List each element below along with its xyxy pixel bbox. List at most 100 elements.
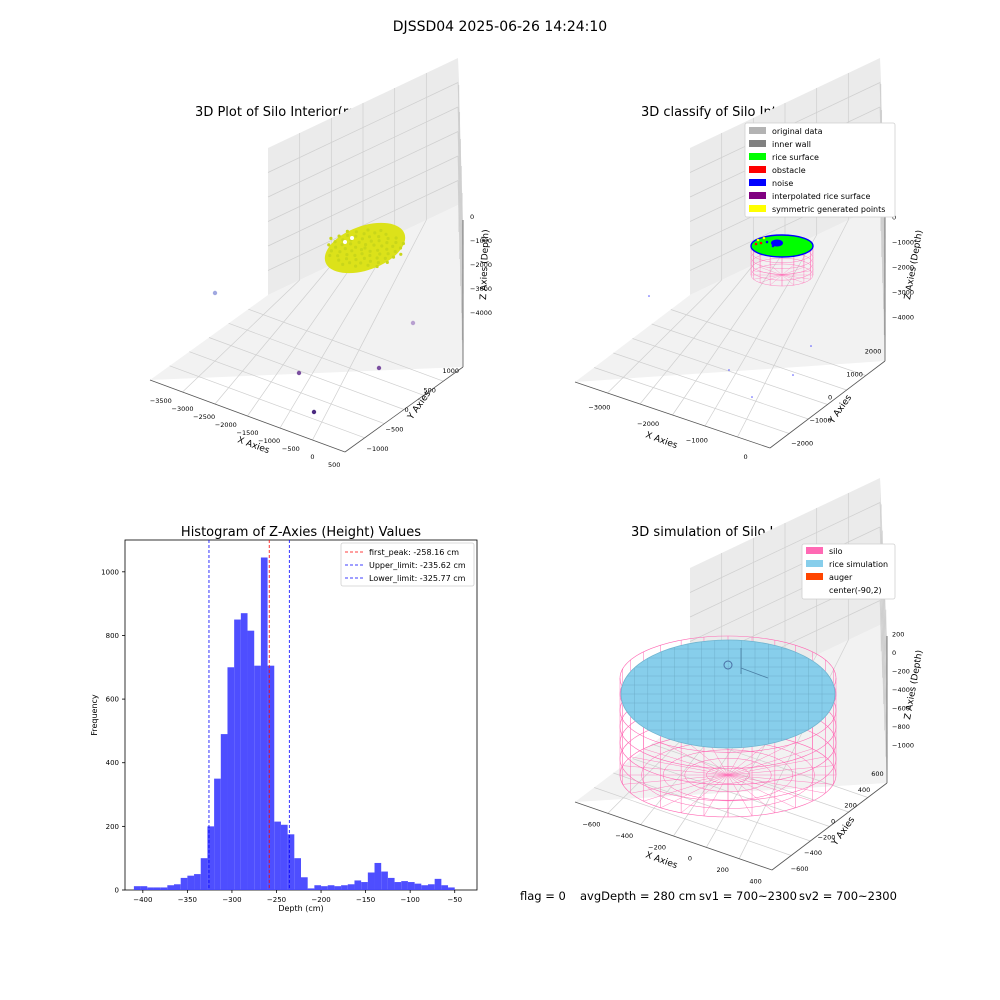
silo-spoke bbox=[727, 765, 834, 776]
raw-point bbox=[366, 263, 370, 267]
raw-3d-z-ticks: 0 −1000 −2000 −3000 −4000 bbox=[470, 213, 492, 317]
tick-label: −600 bbox=[582, 821, 600, 829]
raw-point bbox=[385, 260, 389, 264]
histogram-bar bbox=[347, 884, 355, 890]
raw-point bbox=[386, 236, 390, 241]
simulation-rice-surface bbox=[620, 639, 836, 749]
silo-spoke bbox=[622, 765, 729, 776]
histogram-bar bbox=[200, 858, 208, 890]
classify-3d-z-ticks: 0 −1000 −2000 −3000 −4000 bbox=[892, 214, 914, 322]
grid-line bbox=[651, 743, 849, 813]
legend-swatch bbox=[749, 192, 766, 199]
axis-line bbox=[769, 360, 886, 449]
legend-swatch bbox=[749, 205, 766, 212]
silo-spoke bbox=[760, 267, 783, 276]
grid-line bbox=[651, 323, 847, 391]
tick-label: −1000 bbox=[258, 437, 280, 445]
histogram-bar bbox=[407, 882, 415, 890]
tick-label: 600 bbox=[871, 770, 883, 778]
tick-label: −2500 bbox=[193, 413, 215, 421]
raw-point bbox=[333, 240, 337, 244]
raw-point bbox=[348, 261, 352, 265]
y-tick-label: 200 bbox=[106, 823, 119, 831]
silo-spoke bbox=[781, 274, 811, 280]
legend-box bbox=[744, 122, 896, 218]
raw-point bbox=[353, 253, 357, 257]
raw-point bbox=[372, 243, 376, 247]
silo-spoke bbox=[760, 274, 783, 283]
histogram-bar bbox=[367, 872, 375, 890]
figure-suptitle: DJSSD04 2025-06-26 14:24:10 bbox=[393, 19, 607, 35]
noise-point bbox=[751, 396, 753, 398]
raw-point bbox=[377, 239, 381, 243]
tick-label: 2000 bbox=[865, 348, 882, 356]
silo-spoke bbox=[770, 274, 783, 286]
tick-label: −200 bbox=[892, 667, 910, 675]
raw-point bbox=[328, 253, 332, 258]
rice-surface-points bbox=[750, 234, 814, 258]
silo-spoke bbox=[781, 270, 811, 276]
raw-point bbox=[385, 241, 389, 245]
grid-line bbox=[639, 264, 754, 405]
classified-point bbox=[754, 242, 758, 246]
histogram-bar bbox=[274, 821, 281, 890]
auger-arm bbox=[740, 667, 769, 679]
y-tick-label: 800 bbox=[106, 632, 119, 640]
tick-label: −1000 bbox=[892, 239, 914, 247]
raw-point bbox=[391, 255, 396, 259]
histogram-bar bbox=[174, 884, 181, 890]
histogram-bar bbox=[280, 824, 288, 890]
footer-stats: flag = 0 avgDepth = 280 cm sv1 = 700~230… bbox=[520, 889, 897, 903]
axis-line bbox=[771, 782, 888, 871]
legend-label: Lower_limit: -325.77 cm bbox=[369, 574, 466, 583]
raw-point bbox=[366, 228, 370, 232]
legend-label: original data bbox=[772, 127, 823, 136]
tick-label: −3000 bbox=[470, 285, 492, 293]
raw-point bbox=[349, 242, 353, 246]
histogram-bar bbox=[247, 630, 255, 890]
legend-swatch bbox=[749, 166, 766, 173]
silo-spoke bbox=[630, 774, 729, 794]
silo-spoke bbox=[753, 270, 783, 276]
raw-point bbox=[377, 235, 381, 239]
silo-spoke bbox=[727, 756, 826, 776]
legend-swatch bbox=[749, 127, 766, 134]
raw-point bbox=[376, 248, 380, 252]
raw-point bbox=[343, 247, 347, 251]
raw-point bbox=[357, 240, 361, 244]
histogram-bar bbox=[180, 877, 188, 890]
histogram-bar bbox=[301, 877, 308, 890]
raw-point bbox=[385, 247, 389, 251]
legend-label: center(-90,2) bbox=[829, 586, 882, 595]
histogram-bar bbox=[421, 885, 428, 890]
tick-label: 200 bbox=[717, 866, 729, 874]
raw-3d-points bbox=[212, 222, 416, 415]
raw-point bbox=[362, 232, 366, 236]
tick-label: −800 bbox=[892, 723, 910, 731]
silo-spoke bbox=[660, 741, 729, 776]
histogram-bar bbox=[448, 887, 455, 890]
histogram-bar bbox=[187, 875, 195, 890]
grid-line bbox=[594, 787, 792, 856]
raw-point bbox=[391, 244, 395, 248]
tick-label: 0 bbox=[405, 406, 409, 414]
tick-label: −200 bbox=[648, 843, 666, 851]
histogram-bar bbox=[254, 665, 261, 890]
tick-label: −3000 bbox=[588, 403, 610, 411]
raw-point bbox=[375, 256, 379, 260]
histogram-bar bbox=[140, 886, 148, 890]
tick-label: −1500 bbox=[237, 429, 259, 437]
histogram-bar bbox=[361, 882, 368, 890]
silo-spoke bbox=[703, 774, 729, 817]
tick-label: 200 bbox=[844, 802, 856, 810]
raw-point bbox=[344, 257, 349, 261]
raw-3d-y-ticks: −1000 −500 0 500 1000 bbox=[367, 367, 460, 453]
tick-label: −400 bbox=[804, 849, 822, 857]
raw-3d-x-ticks: −3500−3000−2500−2000−1500−1000−500 0 500 bbox=[150, 397, 341, 469]
grid-line bbox=[632, 758, 830, 827]
noise-point bbox=[728, 369, 730, 371]
raw-point bbox=[384, 232, 388, 236]
raw-point bbox=[363, 246, 367, 250]
histogram-bar bbox=[441, 885, 449, 890]
